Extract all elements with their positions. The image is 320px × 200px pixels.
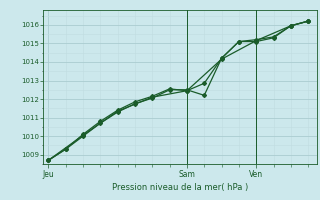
X-axis label: Pression niveau de la mer( hPa ): Pression niveau de la mer( hPa ) — [112, 183, 248, 192]
